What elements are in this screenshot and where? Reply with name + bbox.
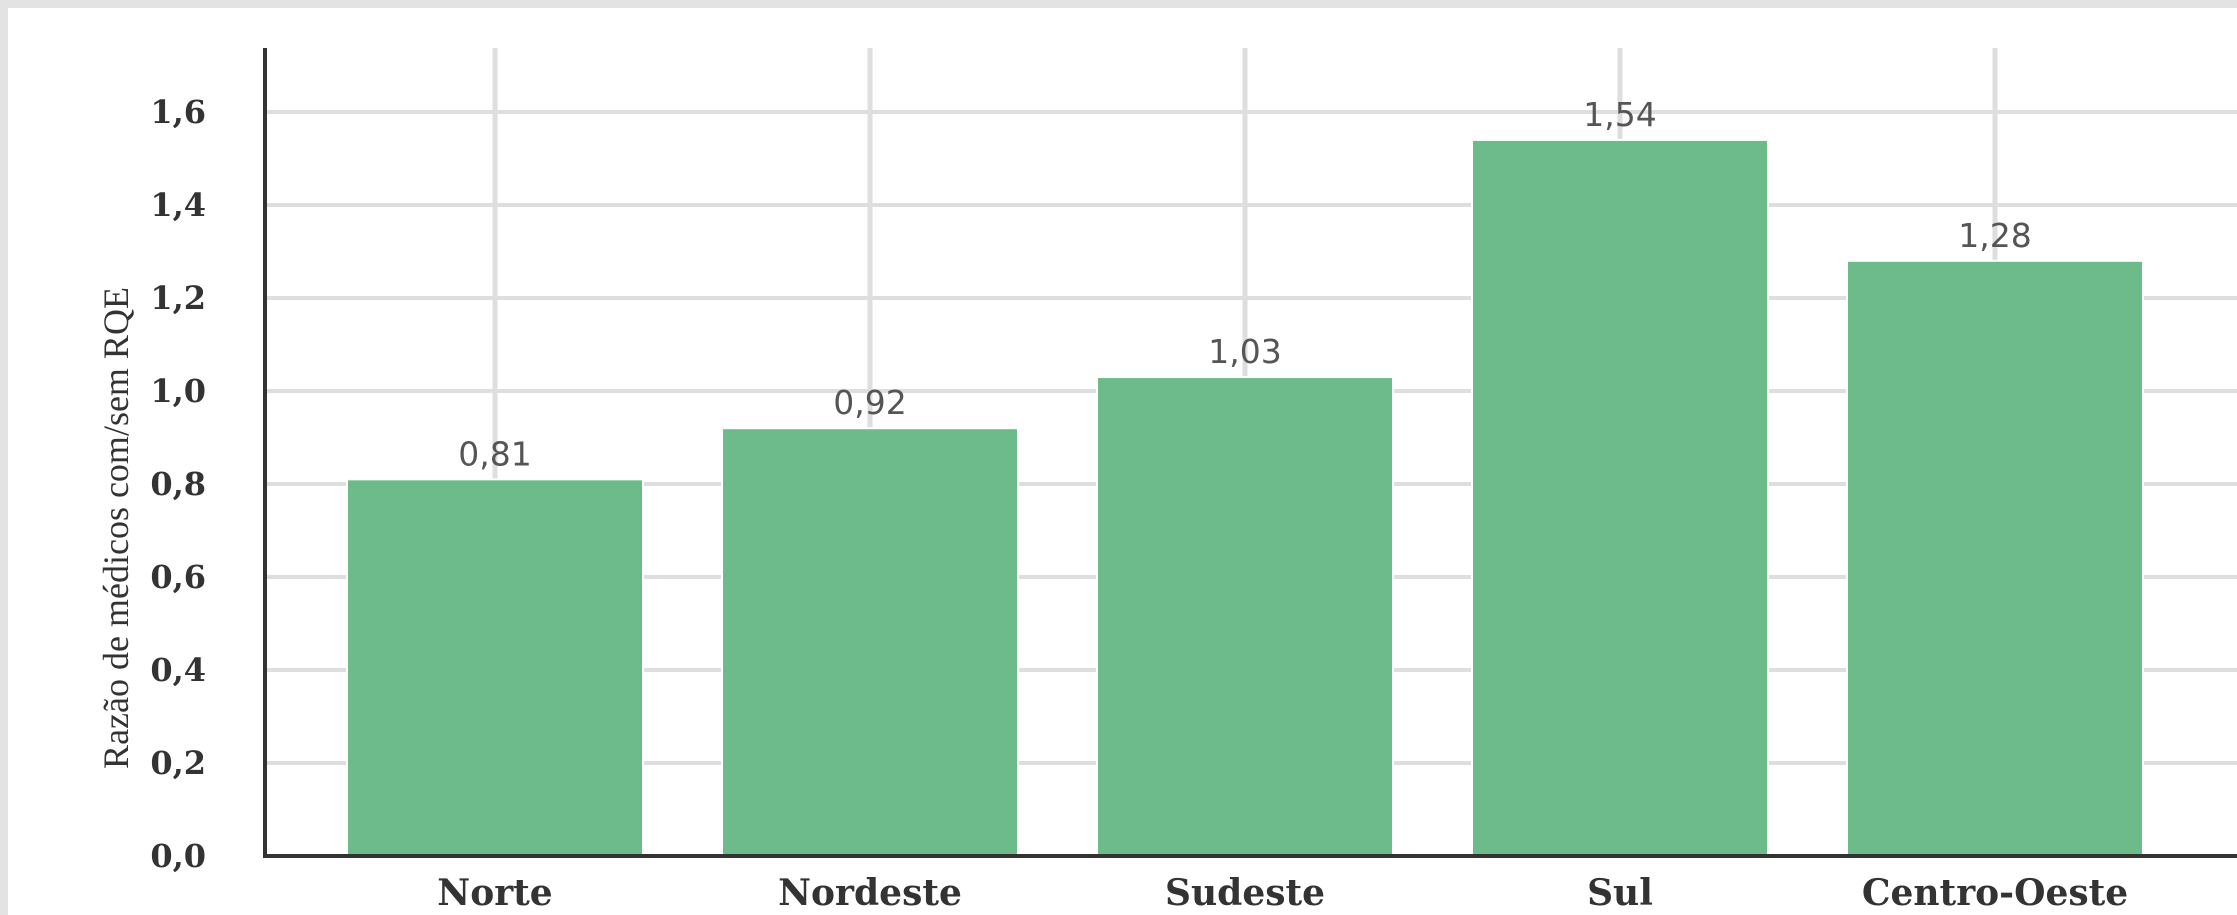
bars: [346, 138, 2144, 858]
y-tick-label: 0,2: [150, 744, 206, 782]
axes: [263, 48, 2237, 858]
bar-chart: 0,0 0,2 0,4 0,6 0,8 1,0 1,2 1,4 1,6 0,81 Norte 0,92…: [96, 48, 2237, 914]
x-tick-label: Sudeste: [1165, 872, 1325, 914]
data-label: 0,92: [833, 383, 906, 422]
data-label: 0,81: [458, 434, 531, 473]
y-axis-title: Razão de médicos com/sem RQE: [96, 287, 136, 769]
data-label: 1,03: [1208, 332, 1281, 371]
y-tick-label: 1,6: [150, 93, 206, 131]
x-tick-label: Norte: [437, 872, 552, 914]
y-tick-label: 1,0: [150, 372, 206, 410]
bar-centro-oeste: [1846, 259, 2144, 858]
y-tick-label: 0,4: [150, 651, 206, 689]
y-tick-label: 1,2: [150, 279, 206, 317]
data-label: 1,54: [1583, 95, 1656, 134]
y-tick-label: 1,4: [150, 186, 206, 224]
bar-sudeste: [1096, 376, 1394, 857]
y-tick-label: 0,0: [150, 837, 206, 875]
chart-frame: 0,0 0,2 0,4 0,6 0,8 1,0 1,2 1,4 1,6 0,81 Norte 0,92…: [8, 8, 2237, 915]
x-tick-label: Sul: [1587, 872, 1653, 914]
x-tick-label: Centro-Oeste: [1862, 872, 2128, 914]
bar-sul: [1471, 138, 1769, 857]
data-label: 1,28: [1958, 216, 2031, 255]
bar-nordeste: [721, 427, 1019, 857]
x-tick-label: Nordeste: [778, 872, 962, 914]
labels: 0,0 0,2 0,4 0,6 0,8 1,0 1,2 1,4 1,6 0,81 Norte 0,92…: [150, 93, 2128, 914]
y-tick-label: 0,6: [150, 558, 206, 596]
bar-norte: [346, 478, 644, 857]
y-tick-label: 0,8: [150, 465, 206, 503]
